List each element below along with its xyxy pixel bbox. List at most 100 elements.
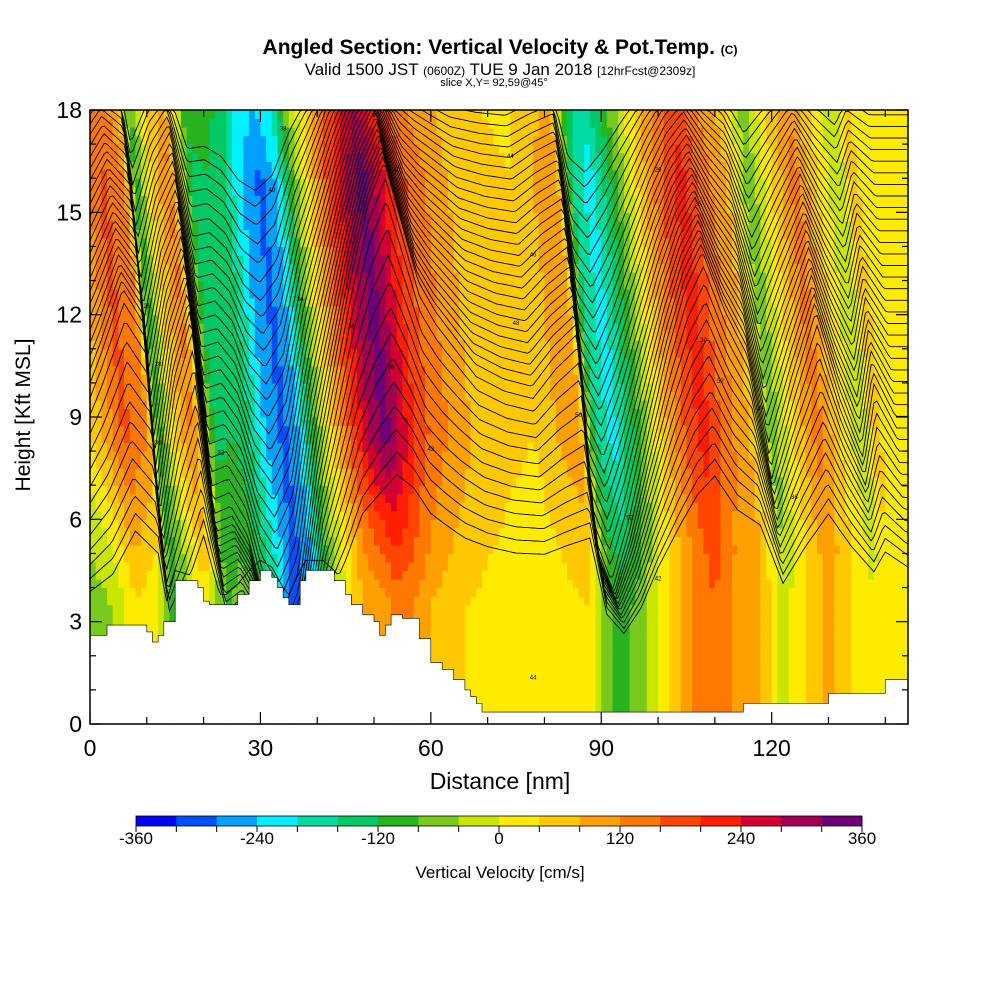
velocity-cell	[232, 561, 239, 572]
velocity-cell	[101, 604, 108, 614]
velocity-cell	[203, 169, 210, 179]
velocity-cell	[476, 596, 483, 606]
velocity-cell	[271, 289, 279, 299]
velocity-cell	[101, 382, 108, 393]
velocity-cell	[101, 408, 108, 418]
velocity-cell	[118, 587, 125, 597]
velocity-cell	[442, 451, 449, 461]
velocity-cell	[220, 365, 227, 375]
velocity-cell	[408, 587, 415, 597]
velocity-cell	[453, 655, 460, 665]
velocity-cell	[135, 604, 142, 614]
velocity-cell	[266, 408, 273, 418]
velocity-cell	[209, 348, 216, 358]
velocity-cell	[260, 220, 267, 230]
velocity-cell	[209, 442, 216, 452]
velocity-cell	[237, 246, 244, 256]
velocity-cell	[436, 647, 443, 657]
velocity-cell	[243, 374, 250, 384]
velocity-cell	[135, 297, 142, 307]
velocity-cell	[129, 536, 137, 546]
velocity-cell	[470, 527, 477, 537]
velocity-cell	[413, 519, 421, 529]
velocity-cell	[220, 229, 227, 239]
velocity-cell	[163, 613, 171, 623]
velocity-cell	[118, 502, 125, 512]
velocity-cell	[249, 186, 256, 196]
velocity-cell	[396, 357, 404, 367]
velocity-cell	[141, 110, 148, 120]
velocity-cell	[90, 553, 97, 563]
velocity-cell	[129, 451, 137, 461]
velocity-cell	[385, 331, 392, 341]
velocity-cell	[368, 220, 375, 230]
velocity-cell	[209, 323, 216, 333]
velocity-cell	[408, 485, 415, 495]
velocity-cell	[209, 365, 216, 375]
velocity-cell	[254, 493, 262, 503]
velocity-cell	[249, 391, 256, 401]
velocity-cell	[396, 596, 404, 606]
velocity-cell	[425, 630, 432, 640]
velocity-cell	[447, 348, 455, 358]
velocity-cell	[152, 544, 159, 555]
velocity-cell	[254, 144, 262, 154]
velocity-cell	[112, 536, 119, 546]
velocity-cell	[476, 178, 483, 188]
velocity-cell	[391, 468, 398, 478]
velocity-cell	[385, 246, 392, 256]
velocity-cell	[425, 417, 432, 427]
velocity-cell	[152, 135, 159, 145]
velocity-cell	[95, 553, 102, 563]
velocity-cell	[232, 272, 239, 282]
velocity-cell	[402, 536, 409, 546]
velocity-cell	[232, 425, 239, 435]
velocity-cell	[112, 254, 119, 265]
velocity-cell	[192, 127, 199, 137]
velocity-cell	[124, 195, 131, 205]
velocity-cell	[249, 468, 256, 478]
velocity-cell	[186, 442, 193, 452]
velocity-cell	[453, 459, 460, 469]
velocity-cell	[197, 144, 205, 154]
velocity-cell	[163, 289, 171, 299]
velocity-cell	[345, 579, 352, 589]
velocity-cell	[402, 485, 409, 495]
velocity-cell	[237, 579, 244, 589]
velocity-cell	[430, 647, 438, 657]
velocity-cell	[158, 229, 165, 239]
velocity-cell	[175, 127, 182, 137]
velocity-cell	[396, 553, 404, 563]
velocity-cell	[408, 425, 415, 435]
velocity-cell	[220, 297, 227, 307]
velocity-cell	[459, 579, 466, 589]
velocity-cell	[203, 561, 210, 572]
velocity-cell	[175, 135, 182, 145]
velocity-cell	[464, 161, 472, 171]
velocity-cell	[419, 536, 426, 546]
velocity-cell	[476, 127, 483, 137]
velocity-cell	[442, 604, 449, 614]
velocity-cell	[209, 374, 216, 384]
velocity-cell	[254, 476, 262, 486]
velocity-cell	[209, 596, 216, 606]
velocity-cell	[408, 561, 415, 572]
velocity-cell	[254, 510, 262, 520]
velocity-cell	[237, 203, 244, 213]
velocity-cell	[90, 630, 97, 640]
velocity-cell	[101, 502, 108, 512]
velocity-cell	[220, 127, 227, 137]
velocity-cell	[232, 374, 239, 384]
velocity-cell	[152, 408, 159, 418]
velocity-cell	[226, 425, 233, 435]
velocity-cell	[430, 348, 438, 358]
velocity-cell	[447, 442, 455, 452]
velocity-cell	[107, 169, 114, 179]
velocity-cell	[124, 127, 131, 137]
velocity-cell	[214, 144, 222, 154]
velocity-cell	[203, 314, 210, 324]
velocity-cell	[163, 195, 171, 205]
velocity-cell	[214, 152, 222, 162]
velocity-cell	[95, 451, 102, 461]
velocity-cell	[124, 186, 131, 196]
